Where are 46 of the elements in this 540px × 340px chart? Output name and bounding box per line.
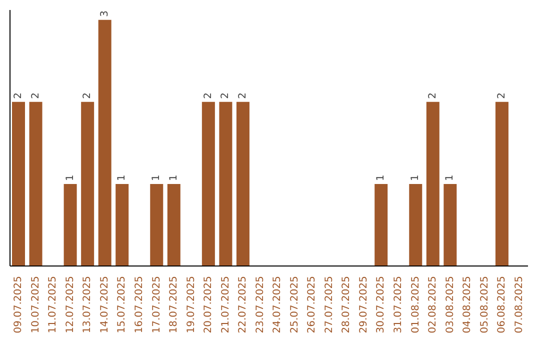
x-tick-label: 31.07.2025 (393, 276, 404, 334)
x-tick-label: 23.07.2025 (254, 276, 266, 334)
x-tick-label: 02.08.2025 (428, 276, 439, 334)
x-tick-label: 19.07.2025 (186, 276, 197, 334)
x-tick-label: 21.07.2025 (220, 276, 232, 334)
x-tick-label: 09.07.2025 (13, 276, 24, 334)
x-tick-label: 14.07.2025 (99, 276, 110, 334)
data-label: 2 (30, 92, 42, 99)
data-label: 1 (116, 174, 128, 181)
x-tick-label: 30.07.2025 (376, 276, 387, 334)
data-label: 3 (99, 10, 110, 17)
x-tick-label: 04.08.2025 (462, 276, 474, 334)
data-label: 2 (427, 92, 438, 99)
x-tick-label: 16.07.2025 (134, 276, 145, 334)
data-label: 1 (410, 174, 422, 181)
x-tick-label: 05.08.2025 (479, 276, 490, 334)
data-label: 1 (151, 174, 162, 181)
x-tick-label: 13.07.2025 (82, 276, 94, 334)
data-label: 2 (237, 92, 248, 99)
data-label: 1 (168, 174, 180, 181)
x-tick-label: 18.07.2025 (168, 276, 180, 334)
x-tick-label: 12.07.2025 (64, 276, 76, 334)
x-tick-label: 11.07.2025 (48, 276, 59, 334)
data-label: 2 (220, 92, 232, 99)
data-label: 2 (202, 92, 214, 99)
x-tick-label: 26.07.2025 (306, 276, 318, 334)
x-tick-label: 07.08.2025 (514, 276, 525, 334)
data-label: 2 (82, 92, 94, 99)
x-tick-label: 25.07.2025 (289, 276, 300, 334)
x-tick-label: 27.07.2025 (324, 276, 335, 334)
data-label: 1 (444, 174, 456, 181)
x-tick-label: 28.07.2025 (341, 276, 352, 334)
data-label: 2 (496, 92, 508, 99)
x-tick-label: 03.08.2025 (444, 276, 456, 334)
x-tick-label: 01.08.2025 (410, 276, 422, 334)
data-label: 1 (376, 174, 387, 181)
x-tick-label: 17.07.2025 (151, 276, 162, 334)
x-tick-label: 10.07.2025 (30, 276, 42, 334)
x-tick-label: 24.07.2025 (272, 276, 284, 334)
x-tick-label: 29.07.2025 (358, 276, 370, 334)
x-tick-label: 15.07.2025 (116, 276, 128, 334)
x-tick-label: 20.07.2025 (203, 276, 214, 334)
data-label: 2 (13, 92, 24, 99)
x-tick-label: 06.08.2025 (496, 276, 508, 334)
x-tick-label: 22.07.2025 (238, 276, 249, 334)
data-label: 1 (64, 174, 76, 181)
